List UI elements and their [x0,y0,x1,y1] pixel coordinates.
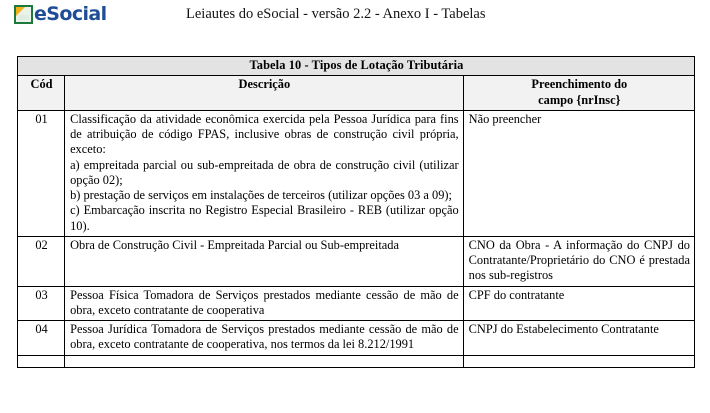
document-title: Leiautes do eSocial - versão 2.2 - Anexo… [186,6,486,22]
cell-cod: 03 [16,285,66,321]
table-row: 04 Pessoa Jurídica Tomadora de Serviços … [16,320,696,356]
descricao-main: Classificação da atividade econômica exe… [70,111,459,157]
cell-preenchimento: CNPJ do Estabelecimento Contratante [462,320,696,356]
column-header-preenchimento-line2: campo {nrInsc} [538,92,621,107]
column-header-preenchimento-line1: Preenchimento do [531,77,628,92]
esocial-logo: eSocial [14,2,107,26]
cell-cod: 02 [16,235,66,287]
descricao-item-b: b) prestação de serviços em instalações … [70,188,452,202]
page-header: eSocial Leiautes do eSocial - versão 2.2… [0,0,710,44]
cell-preenchimento: Não preencher [462,109,696,237]
table-body: 01 Classificação da atividade econômica … [16,109,696,368]
cell-preenchimento [462,354,696,368]
table-row: 03 Pessoa Física Tomadora de Serviços pr… [16,285,696,321]
column-header-cod: Cód [16,75,66,111]
column-header-preenchimento: Preenchimento do campo {nrInsc} [462,75,696,111]
descricao-item-a: a) empreitada parcial ou sub-empreitada … [70,157,459,187]
column-header-descricao: Descrição [64,75,464,111]
table-row: 01 Classificação da atividade econômica … [16,109,696,237]
folded-corner-shape [16,6,25,16]
esocial-document-icon [14,4,33,24]
cell-cod: 04 [16,320,66,356]
cell-cod: 01 [16,109,66,237]
icon-inner-panel [18,14,29,20]
table-row-clipped [16,354,696,368]
table-container: Tabela 10 - Tipos de Lotação Tributária … [16,55,696,368]
cell-preenchimento: CPF do contratante [462,285,696,321]
cell-descricao [64,354,464,368]
cell-descricao: Pessoa Física Tomadora de Serviços prest… [64,285,464,321]
table-column-header-row: Cód Descrição Preenchimento do campo {nr… [16,75,696,111]
cell-descricao: Classificação da atividade econômica exe… [64,109,464,237]
table-row: 02 Obra de Construção Civil - Empreitada… [16,235,696,287]
table-caption: Tabela 10 - Tipos de Lotação Tributária [17,55,695,77]
descricao-item-c: c) Embarcação inscrita no Registro Espec… [70,203,459,233]
table-caption-row: Tabela 10 - Tipos de Lotação Tributária [17,55,695,77]
cell-preenchimento: CNO da Obra - A informação do CNPJ do Co… [462,235,696,287]
cell-descricao: Pessoa Jurídica Tomadora de Serviços pre… [64,320,464,356]
lotacao-tributaria-table: Tabela 10 - Tipos de Lotação Tributária … [16,55,696,368]
cell-descricao: Obra de Construção Civil - Empreitada Pa… [64,235,464,287]
cell-cod [16,354,66,368]
brand-wordmark: eSocial [34,2,107,25]
